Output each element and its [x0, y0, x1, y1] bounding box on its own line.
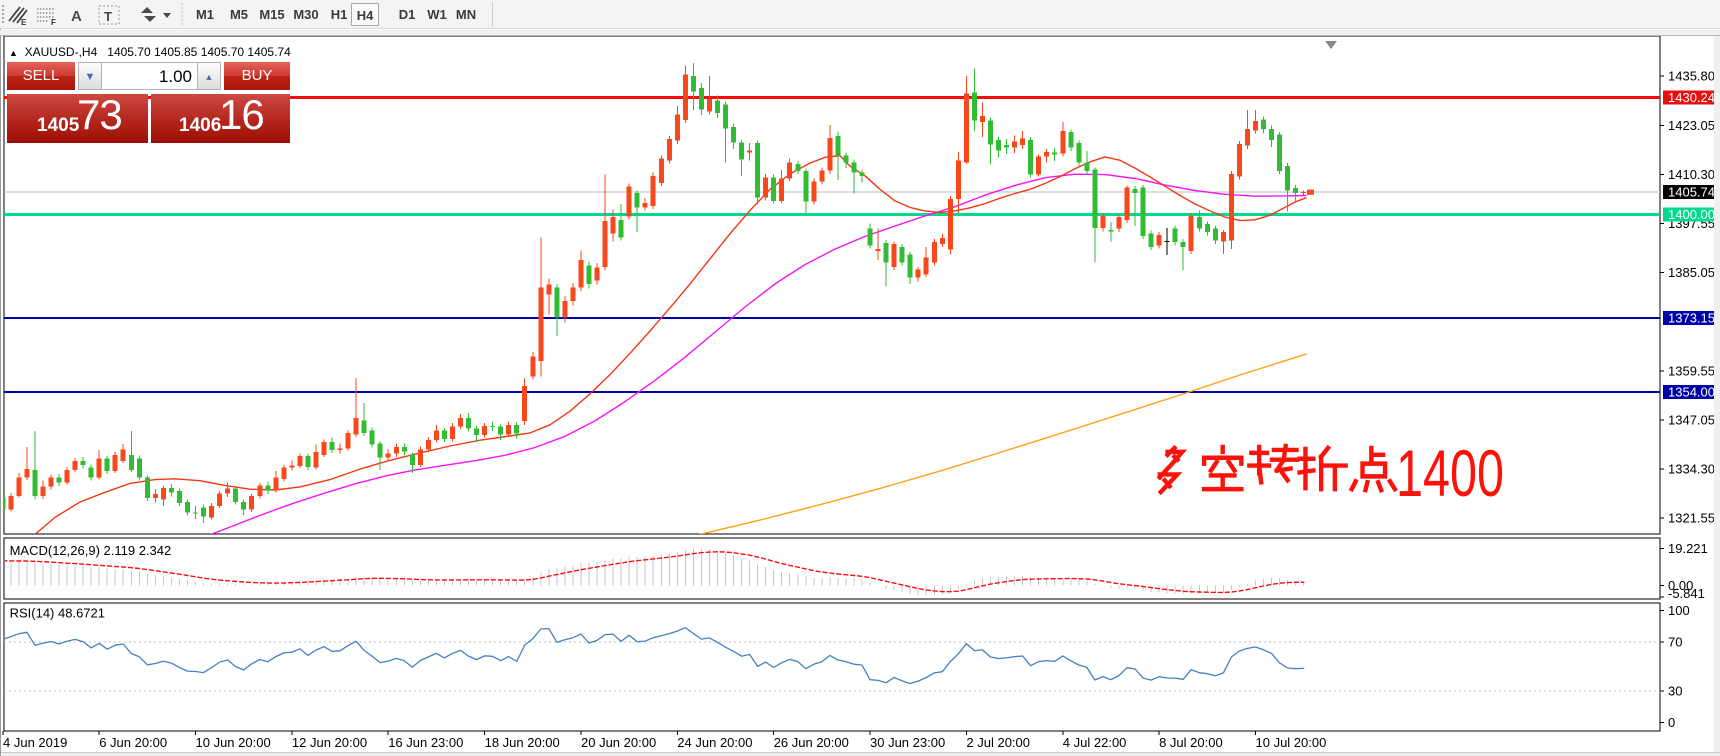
svg-text:30 Jun 23:00: 30 Jun 23:00 — [870, 735, 945, 750]
svg-text:30: 30 — [1668, 684, 1682, 699]
svg-text:8 Jul 20:00: 8 Jul 20:00 — [1159, 735, 1223, 750]
svg-text:RSI(14) 48.6721: RSI(14) 48.6721 — [10, 606, 105, 621]
svg-text:1385.05: 1385.05 — [1668, 265, 1715, 280]
svg-text:E: E — [21, 18, 27, 27]
svg-text:6 Jun 20:00: 6 Jun 20:00 — [99, 735, 167, 750]
svg-text:10 Jun 20:00: 10 Jun 20:00 — [196, 735, 271, 750]
svg-text:0: 0 — [1668, 715, 1675, 730]
svg-text:1334.30: 1334.30 — [1668, 462, 1715, 477]
svg-text:4 Jun 2019: 4 Jun 2019 — [3, 735, 67, 750]
svg-text:100: 100 — [1668, 603, 1690, 618]
svg-text:18 Jun 20:00: 18 Jun 20:00 — [485, 735, 560, 750]
svg-text:F: F — [51, 18, 56, 27]
svg-text:A: A — [71, 8, 82, 25]
svg-text:24 Jun 20:00: 24 Jun 20:00 — [677, 735, 752, 750]
svg-text:1423.05: 1423.05 — [1668, 118, 1715, 133]
svg-text:1435.80: 1435.80 — [1668, 69, 1715, 84]
svg-text:-5.841: -5.841 — [1668, 586, 1705, 601]
svg-text:1430.24: 1430.24 — [1668, 90, 1715, 105]
svg-text:T: T — [104, 9, 112, 24]
svg-text:1405.74: 1405.74 — [1668, 185, 1715, 200]
svg-text:12 Jun 20:00: 12 Jun 20:00 — [292, 735, 367, 750]
svg-text:1321.55: 1321.55 — [1668, 511, 1715, 526]
svg-text:4 Jul 22:00: 4 Jul 22:00 — [1063, 735, 1127, 750]
svg-text:26 Jun 20:00: 26 Jun 20:00 — [774, 735, 849, 750]
svg-text:1373.15: 1373.15 — [1668, 311, 1715, 326]
svg-text:19.221: 19.221 — [1668, 541, 1708, 556]
svg-text:0.00: 0.00 — [1668, 578, 1693, 593]
svg-text:10 Jul 20:00: 10 Jul 20:00 — [1256, 735, 1327, 750]
svg-text:1354.00: 1354.00 — [1668, 384, 1715, 399]
svg-text:16 Jun 23:00: 16 Jun 23:00 — [388, 735, 463, 750]
svg-text:MACD(12,26,9) 2.119 2.342: MACD(12,26,9) 2.119 2.342 — [10, 543, 172, 558]
svg-text:2 Jul 20:00: 2 Jul 20:00 — [966, 735, 1030, 750]
svg-text:1359.55: 1359.55 — [1668, 363, 1715, 378]
svg-text:1400.00: 1400.00 — [1668, 207, 1715, 222]
svg-text:70: 70 — [1668, 634, 1682, 649]
svg-text:1347.05: 1347.05 — [1668, 412, 1715, 427]
svg-text:1410.30: 1410.30 — [1668, 167, 1715, 182]
svg-text:20 Jun 20:00: 20 Jun 20:00 — [581, 735, 656, 750]
svg-text:1400: 1400 — [1396, 436, 1504, 510]
